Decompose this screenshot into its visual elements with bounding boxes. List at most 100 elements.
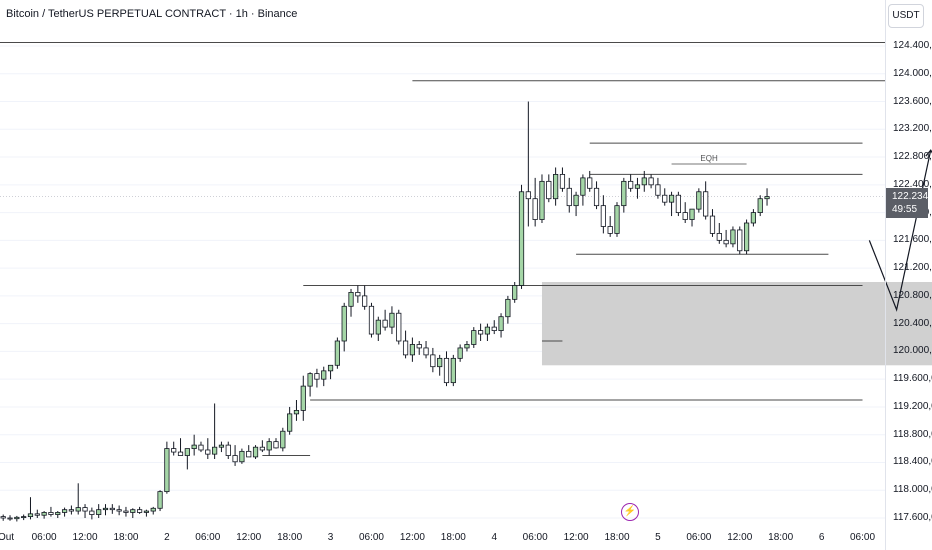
- candle-body: [321, 370, 327, 380]
- time-tick-label: 6: [818, 532, 825, 543]
- price-tick-label: 120.800,0: [893, 289, 932, 301]
- candle-body: [703, 191, 709, 217]
- time-tick-label: 12:00: [563, 532, 589, 543]
- candle-body: [89, 510, 95, 515]
- price-tick-label: 120.400,0: [893, 317, 932, 329]
- candle-body: [280, 430, 286, 449]
- candle-body: [293, 410, 300, 415]
- candle-body: [402, 340, 409, 356]
- candle-body: [239, 450, 245, 463]
- time-tick-label: Out: [0, 532, 15, 543]
- time-tick-label: 2: [164, 532, 170, 543]
- candle-body: [396, 312, 402, 342]
- candle-body: [102, 507, 109, 511]
- candle-body: [437, 357, 443, 368]
- price-tick-label: 119.200,0: [893, 400, 932, 412]
- candle-body: [198, 444, 204, 451]
- time-tick-label: 18:00: [440, 532, 466, 543]
- candle-body: [743, 222, 750, 252]
- candle-body: [368, 305, 375, 335]
- time-tick-label: 12:00: [399, 532, 425, 543]
- candle-body: [696, 191, 702, 210]
- candle-body: [218, 444, 225, 448]
- candle-body: [307, 373, 313, 387]
- candle-body: [48, 512, 54, 515]
- candle-body: [757, 198, 763, 213]
- candle-body: [246, 450, 252, 458]
- candle-body: [491, 326, 497, 331]
- candle-body: [389, 312, 395, 328]
- candle-body: [689, 208, 695, 220]
- candle-body: [641, 177, 647, 186]
- candle-body: [136, 509, 143, 513]
- candle-body: [191, 444, 197, 449]
- candle-body: [177, 451, 184, 456]
- candle-body: [109, 507, 115, 511]
- candle-body: [409, 344, 416, 356]
- candle-body: [41, 512, 47, 516]
- candle-body: [287, 413, 293, 432]
- candle-body: [355, 292, 361, 297]
- price-tick-label: 119.600,0: [893, 373, 932, 385]
- price-tick-label: 122.400,0: [893, 178, 932, 190]
- projection-arrowhead: [925, 149, 932, 157]
- time-tick-label: 06:00: [686, 532, 712, 543]
- price-tick-label: 117.600,0: [893, 512, 932, 523]
- time-tick-label: 18:00: [277, 532, 303, 543]
- candle-body: [0, 516, 6, 519]
- candle-body: [471, 330, 477, 345]
- bar-countdown: 49:55: [892, 204, 918, 215]
- candle-body: [430, 354, 436, 368]
- candle-body: [518, 191, 525, 286]
- candle-body: [682, 212, 688, 220]
- candle-body: [225, 444, 231, 456]
- time-tick-label: 18:00: [604, 532, 630, 543]
- candle-body: [484, 326, 491, 335]
- currency-button[interactable]: USDT: [888, 4, 924, 28]
- candle-body: [764, 196, 770, 200]
- candle-body: [327, 364, 334, 372]
- time-tick-label: 5: [655, 532, 661, 543]
- flash-icon[interactable]: ⚡: [621, 503, 639, 521]
- candle-body: [464, 344, 470, 349]
- candle-body: [266, 441, 272, 451]
- candle-body: [7, 517, 13, 520]
- candle-body: [587, 177, 593, 189]
- time-tick-label: 18:00: [768, 532, 794, 543]
- candle-body: [539, 180, 545, 220]
- candle-body: [61, 509, 68, 513]
- price-tick-label: 121.600,0: [893, 234, 932, 246]
- candle-body: [130, 509, 136, 513]
- candle-body: [34, 513, 40, 516]
- candle-body: [621, 180, 627, 207]
- price-tick-label: 118.000,0: [893, 484, 932, 496]
- last-price-label: 122.234,7 49:55: [886, 188, 932, 218]
- candle-body: [512, 285, 518, 300]
- candle-body: [655, 184, 661, 196]
- candle-body: [675, 194, 681, 213]
- candle-body: [750, 212, 757, 224]
- candle-body: [82, 507, 88, 512]
- candle-body: [382, 319, 388, 328]
- candle-body: [607, 226, 613, 234]
- candle-body: [668, 194, 675, 203]
- candle-body: [259, 446, 265, 451]
- candle-body: [75, 507, 81, 512]
- candle-body: [532, 198, 538, 220]
- time-tick-label: 06:00: [522, 532, 548, 543]
- candle-body: [375, 319, 381, 335]
- candle-body: [634, 184, 641, 189]
- candle-body: [648, 177, 654, 186]
- time-tick-label: 18:00: [113, 532, 139, 543]
- candle-body: [614, 205, 620, 234]
- price-tick-label: 123.600,0: [893, 95, 932, 107]
- candle-body: [443, 357, 450, 384]
- candle-body: [546, 180, 552, 200]
- time-tick-label: 12:00: [236, 532, 262, 543]
- candle-body: [300, 385, 306, 411]
- candle-body: [123, 510, 129, 513]
- candle-body: [273, 441, 279, 449]
- candle-body: [553, 174, 559, 200]
